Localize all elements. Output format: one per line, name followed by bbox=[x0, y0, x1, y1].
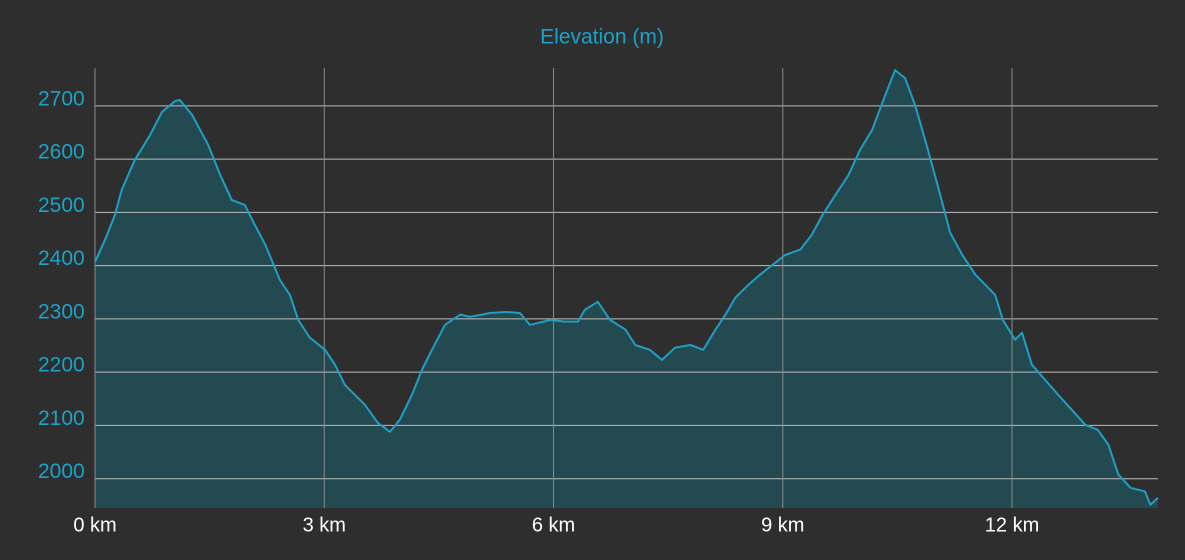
x-tick-label: 6 km bbox=[532, 514, 575, 536]
chart-title: Elevation (m) bbox=[540, 26, 664, 49]
area bbox=[95, 70, 1158, 508]
y-tick-label: 2700 bbox=[38, 87, 85, 110]
y-tick-label: 2600 bbox=[38, 141, 85, 164]
y-tick-label: 2300 bbox=[38, 300, 85, 323]
y-tick-label: 2200 bbox=[38, 354, 85, 377]
x-tick-label: 9 km bbox=[761, 514, 804, 536]
y-tick-label: 2000 bbox=[38, 460, 85, 483]
y-tick-label: 2400 bbox=[38, 247, 85, 270]
line bbox=[94, 69, 1159, 506]
x-tick-label: 0 km bbox=[73, 514, 116, 536]
x-tick-label: 12 km bbox=[985, 514, 1039, 536]
y-tick-label: 2500 bbox=[38, 194, 85, 217]
x-tick-label: 3 km bbox=[303, 514, 346, 536]
y-tick-label: 2100 bbox=[38, 407, 85, 430]
